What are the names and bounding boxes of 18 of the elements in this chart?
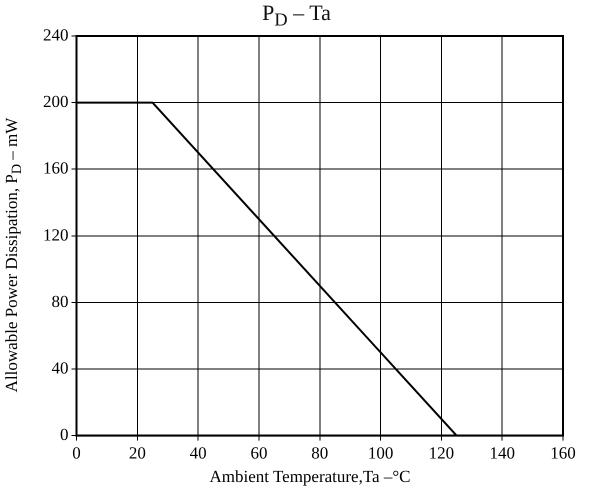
x-tick-label: 120 (428, 443, 454, 462)
y-tick-label: 200 (43, 92, 68, 112)
y-tick-label: 40 (52, 358, 68, 378)
x-tick-label: 0 (72, 443, 81, 462)
x-axis-title: Ambient Temperature,Ta –°C (208, 467, 412, 487)
y-tick-label: 160 (43, 158, 68, 178)
y-tick-label: 0 (60, 425, 68, 444)
x-tick-label: 20 (128, 443, 146, 462)
y-tick-label: 240 (43, 25, 68, 44)
x-tick-label: 80 (311, 443, 328, 462)
x-tick-label: 140 (489, 443, 515, 462)
x-tick-label: 60 (250, 443, 268, 462)
x-tick-label: 160 (550, 443, 576, 462)
chart-title: P$_{D}$ – Ta (262, 0, 331, 30)
y-tick-label: 80 (52, 292, 68, 311)
x-tick-label: 40 (190, 443, 207, 462)
x-tick-label: 100 (368, 443, 394, 462)
y-tick-label: 120 (43, 225, 68, 244)
